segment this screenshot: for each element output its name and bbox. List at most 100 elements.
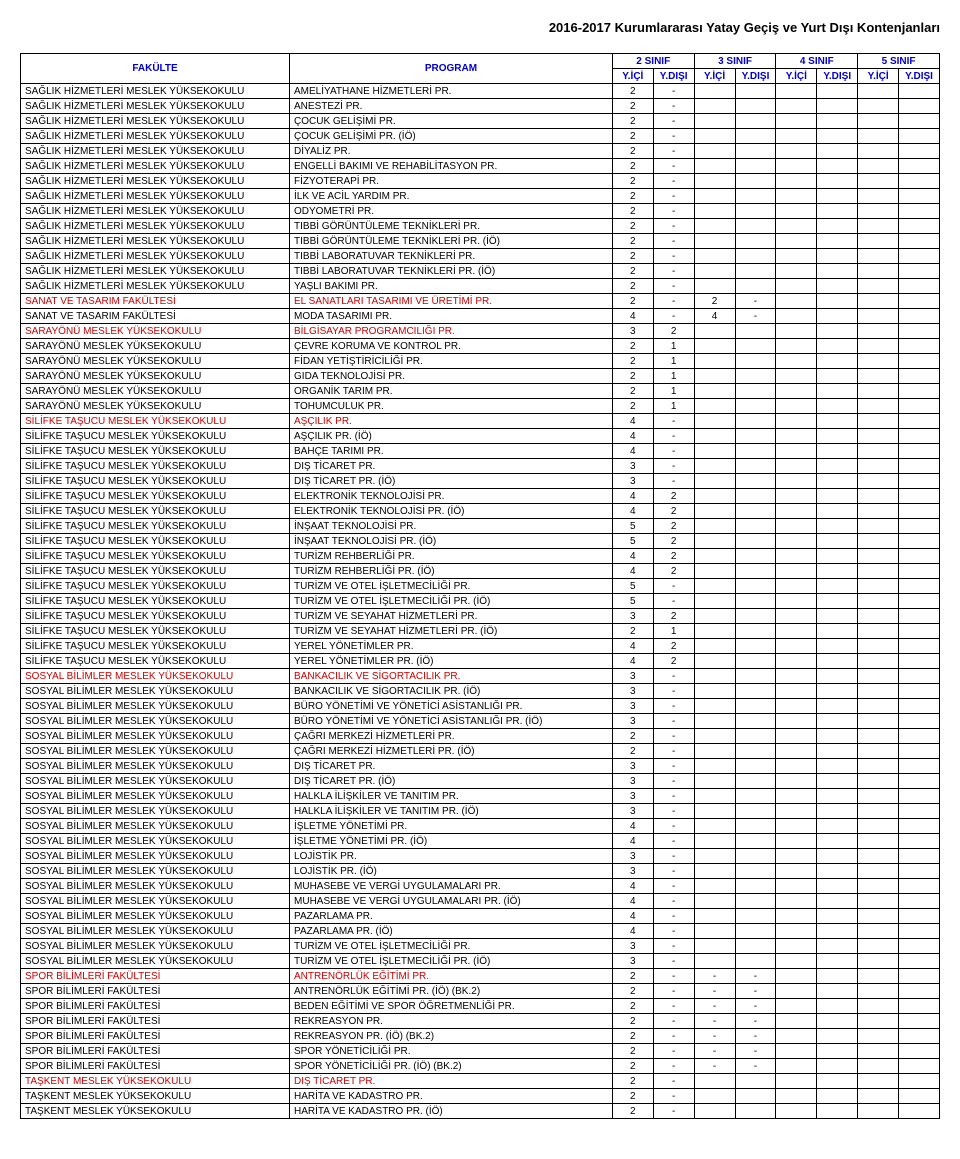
value-cell: 2 [612,219,653,234]
program-cell: TURİZM REHBERLİĞİ PR. [290,549,613,564]
program-cell: ÇAĞRI MERKEZİ HİZMETLERİ PR. (İÖ) [290,744,613,759]
value-cell [817,1104,858,1119]
value-cell [899,594,940,609]
value-cell [817,849,858,864]
value-cell [694,714,735,729]
value-cell [899,369,940,384]
value-cell [735,264,776,279]
value-cell [899,384,940,399]
table-row: SANAT VE TASARIM FAKÜLTESİMODA TASARIMI … [21,309,940,324]
value-cell [694,864,735,879]
value-cell [776,999,817,1014]
value-cell [817,729,858,744]
value-cell [694,729,735,744]
value-cell [858,954,899,969]
faculty-cell: SAĞLIK HİZMETLERİ MESLEK YÜKSEKOKULU [21,249,290,264]
value-cell [899,864,940,879]
value-cell: 2 [612,1044,653,1059]
header-yici: Y.İÇİ [612,69,653,84]
value-cell [776,279,817,294]
faculty-cell: SİLİFKE TAŞUCU MESLEK YÜKSEKOKULU [21,594,290,609]
value-cell: 2 [653,489,694,504]
value-cell: 2 [653,324,694,339]
value-cell: 3 [612,324,653,339]
value-cell [694,129,735,144]
faculty-cell: SOSYAL BİLİMLER MESLEK YÜKSEKOKULU [21,864,290,879]
faculty-cell: SAĞLIK HİZMETLERİ MESLEK YÜKSEKOKULU [21,264,290,279]
value-cell [899,579,940,594]
value-cell [694,924,735,939]
value-cell [899,804,940,819]
value-cell [694,144,735,159]
value-cell [899,1059,940,1074]
value-cell [817,159,858,174]
value-cell [899,609,940,624]
value-cell [899,819,940,834]
faculty-cell: SARAYÖNÜ MESLEK YÜKSEKOKULU [21,354,290,369]
value-cell [694,639,735,654]
faculty-cell: SİLİFKE TAŞUCU MESLEK YÜKSEKOKULU [21,444,290,459]
value-cell [899,279,940,294]
program-cell: BEDEN EĞİTİMİ VE SPOR ÖĞRETMENLİĞİ PR. [290,999,613,1014]
table-row: SOSYAL BİLİMLER MESLEK YÜKSEKOKULUDIŞ Tİ… [21,774,940,789]
value-cell [694,519,735,534]
value-cell [899,714,940,729]
value-cell: 3 [612,699,653,714]
faculty-cell: SOSYAL BİLİMLER MESLEK YÜKSEKOKULU [21,909,290,924]
value-cell [899,564,940,579]
value-cell [858,354,899,369]
value-cell [858,534,899,549]
value-cell [899,189,940,204]
table-row: SİLİFKE TAŞUCU MESLEK YÜKSEKOKULUBAHÇE T… [21,444,940,459]
faculty-cell: SAĞLIK HİZMETLERİ MESLEK YÜKSEKOKULU [21,234,290,249]
table-row: SİLİFKE TAŞUCU MESLEK YÜKSEKOKULUYEREL Y… [21,654,940,669]
faculty-cell: SİLİFKE TAŞUCU MESLEK YÜKSEKOKULU [21,549,290,564]
value-cell: - [653,864,694,879]
table-row: SAĞLIK HİZMETLERİ MESLEK YÜKSEKOKULUAMEL… [21,84,940,99]
value-cell [899,1089,940,1104]
value-cell [899,789,940,804]
value-cell: 2 [612,1074,653,1089]
table-row: SOSYAL BİLİMLER MESLEK YÜKSEKOKULUHALKLA… [21,804,940,819]
program-cell: BÜRO YÖNETİMİ VE YÖNETİCİ ASİSTANLIĞI PR… [290,699,613,714]
value-cell [899,429,940,444]
value-cell [694,279,735,294]
value-cell [817,489,858,504]
value-cell [858,654,899,669]
value-cell [776,189,817,204]
value-cell [817,444,858,459]
value-cell [735,924,776,939]
value-cell [817,819,858,834]
value-cell [735,444,776,459]
value-cell [735,429,776,444]
value-cell [899,669,940,684]
faculty-cell: SAĞLIK HİZMETLERİ MESLEK YÜKSEKOKULU [21,204,290,219]
value-cell: - [653,744,694,759]
faculty-cell: SOSYAL BİLİMLER MESLEK YÜKSEKOKULU [21,744,290,759]
value-cell [817,969,858,984]
value-cell [858,579,899,594]
header-2sinif: 2 SINIF [612,54,694,69]
value-cell [899,774,940,789]
value-cell [858,324,899,339]
value-cell [735,759,776,774]
faculty-cell: SOSYAL BİLİMLER MESLEK YÜKSEKOKULU [21,759,290,774]
value-cell [735,1104,776,1119]
table-row: SAĞLIK HİZMETLERİ MESLEK YÜKSEKOKULUTIBB… [21,264,940,279]
value-cell: 4 [612,549,653,564]
value-cell: 2 [612,999,653,1014]
value-cell: - [735,999,776,1014]
value-cell [776,594,817,609]
value-cell [817,1059,858,1074]
value-cell [899,684,940,699]
value-cell: 2 [612,189,653,204]
value-cell [735,714,776,729]
faculty-cell: SİLİFKE TAŞUCU MESLEK YÜKSEKOKULU [21,474,290,489]
value-cell [858,999,899,1014]
program-cell: TURİZM VE OTEL İŞLETMECİLİĞİ PR. [290,579,613,594]
value-cell [735,744,776,759]
value-cell: 2 [612,204,653,219]
value-cell: 3 [612,759,653,774]
value-cell [694,504,735,519]
program-cell: ÇAĞRI MERKEZİ HİZMETLERİ PR. [290,729,613,744]
